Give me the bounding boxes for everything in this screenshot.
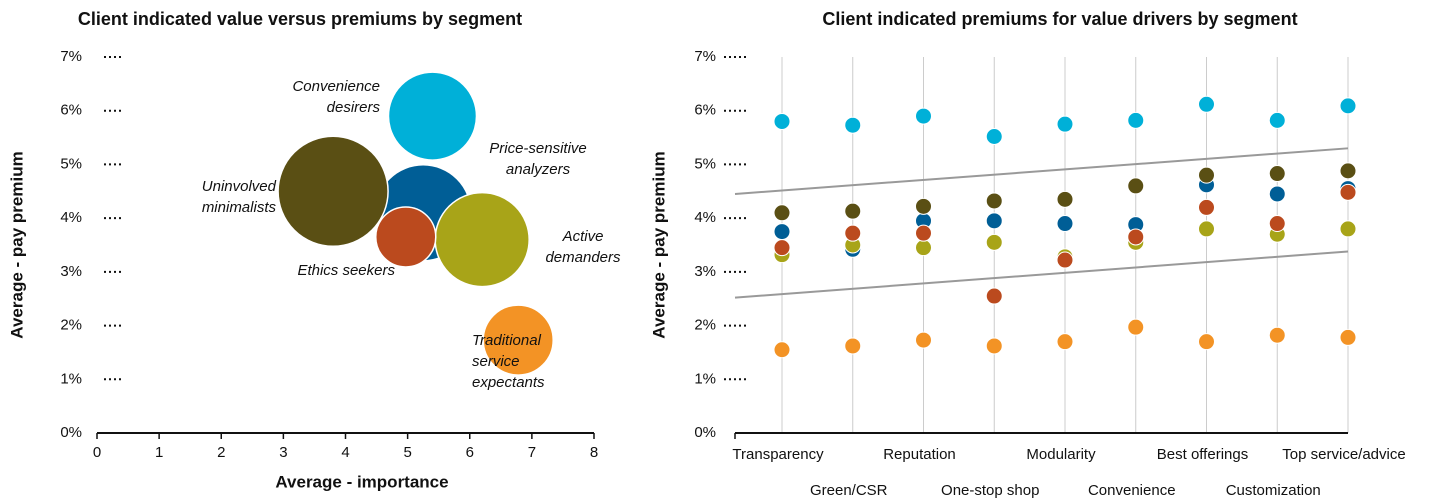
x-tick-label: Customization: [1226, 482, 1321, 499]
x-tick-label: 7: [528, 444, 536, 461]
dot: [915, 107, 932, 125]
dot: [1339, 183, 1357, 201]
x-tick-label: Green/CSR: [810, 482, 888, 499]
x-tick-label: 5: [403, 444, 411, 461]
dot: [1127, 318, 1145, 336]
y-tick-label: 4%: [694, 209, 716, 226]
dot: [1198, 198, 1215, 216]
bubble: [277, 135, 389, 248]
dot: [1268, 215, 1286, 233]
dot: [1056, 215, 1074, 233]
chart-title: Client indicated premiums for value driv…: [822, 9, 1297, 29]
dot: [915, 197, 932, 215]
y-axis-title: Average - pay premium: [649, 151, 668, 338]
bubble: [375, 206, 437, 268]
y-tick-label: 7%: [694, 48, 716, 65]
dot: [844, 202, 862, 220]
dot: [773, 341, 791, 359]
dot: [1198, 166, 1215, 184]
dot: [1056, 333, 1074, 351]
bubble-label: Traditional service expectants: [472, 332, 545, 391]
dot: [915, 331, 932, 349]
x-tick-label: 1: [155, 444, 163, 461]
dot: [985, 127, 1003, 145]
dot: [1339, 328, 1357, 346]
y-axis-title: Average - pay premium: [7, 151, 26, 338]
y-tick-label: 2%: [694, 317, 716, 334]
dot: [1056, 190, 1074, 208]
bubble-label: Active demanders: [545, 228, 621, 266]
dot: [1127, 228, 1145, 246]
x-tick-label: 8: [590, 444, 598, 461]
bubble: [434, 191, 530, 288]
y-tick-label: 1%: [60, 370, 82, 387]
y-tick-label: 6%: [60, 102, 82, 119]
dot: [1268, 326, 1286, 344]
bubble: [482, 304, 554, 376]
x-tick-label: Transparency: [732, 446, 824, 463]
trend-line: [734, 147, 1349, 195]
x-tick-label: Reputation: [883, 446, 956, 463]
dot: [1056, 251, 1074, 269]
dot: [773, 223, 791, 241]
x-tick-label: 3: [279, 444, 287, 461]
dot: [1268, 165, 1286, 183]
dot: [1127, 177, 1145, 195]
dot: [844, 116, 862, 134]
dot: [915, 239, 932, 257]
bubble-label: Uninvolved minimalists: [201, 178, 276, 216]
dot: [844, 337, 862, 355]
trend-line: [734, 250, 1349, 299]
x-tick-label: Best offerings: [1157, 446, 1248, 463]
x-tick-label: 6: [466, 444, 474, 461]
dot: [773, 204, 791, 222]
dot: [1198, 95, 1215, 113]
x-tick-label: 2: [217, 444, 225, 461]
y-tick-label: 5%: [694, 155, 716, 172]
y-tick-label: 3%: [60, 263, 82, 280]
dot: [985, 287, 1003, 305]
dot: [1339, 97, 1357, 115]
x-tick-label: 0: [93, 444, 101, 461]
y-tick-label: 5%: [60, 155, 82, 172]
x-axis-title: Average - importance: [275, 472, 448, 491]
x-tick-label: 4: [341, 444, 349, 461]
chart-title: Client indicated value versus premiums b…: [78, 9, 522, 29]
bubble-label: Ethics seekers: [297, 262, 395, 279]
dot: [1198, 333, 1215, 351]
bubble-label: Convenience desirers: [292, 78, 380, 116]
y-tick-label: 6%: [694, 102, 716, 119]
dot: [985, 233, 1003, 251]
dot: [1339, 162, 1357, 180]
y-tick-label: 1%: [694, 370, 716, 387]
bubble: [387, 71, 478, 161]
dot: [985, 192, 1003, 210]
dot: [844, 224, 862, 242]
dot: [1198, 220, 1215, 238]
dot: [773, 112, 791, 130]
y-tick-label: 3%: [694, 263, 716, 280]
y-tick-label: 2%: [60, 317, 82, 334]
dot: [1268, 111, 1286, 129]
bubble-label: Price-sensitive analyzers: [489, 140, 587, 178]
x-tick-label: Top service/advice: [1282, 446, 1405, 463]
x-tick-label: One-stop shop: [941, 482, 1039, 499]
dot: [985, 337, 1003, 355]
dot: [915, 224, 932, 242]
dot: [1056, 115, 1074, 133]
y-tick-label: 0%: [60, 424, 82, 441]
dot: [773, 239, 791, 257]
dot: [1127, 111, 1145, 129]
dot: [1339, 220, 1357, 238]
y-tick-label: 4%: [60, 209, 82, 226]
y-tick-label: 0%: [694, 424, 716, 441]
x-tick-label: Modularity: [1026, 446, 1096, 463]
dot: [1268, 185, 1286, 203]
x-tick-label: Convenience: [1088, 482, 1176, 499]
dot: [985, 212, 1003, 230]
y-tick-label: 7%: [60, 48, 82, 65]
